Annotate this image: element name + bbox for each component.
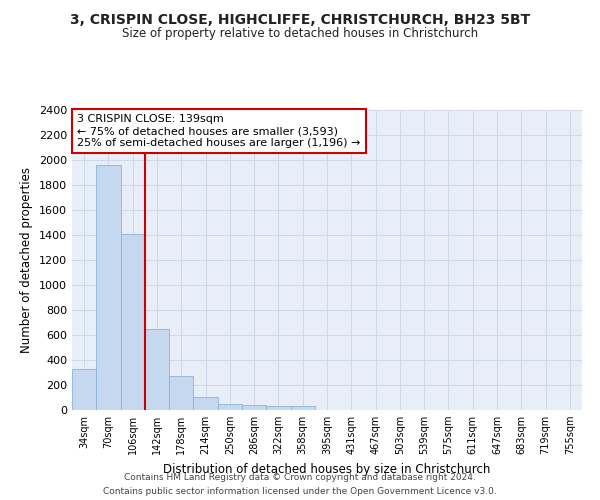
Bar xyxy=(242,405,266,410)
Y-axis label: Number of detached properties: Number of detached properties xyxy=(20,167,34,353)
Bar xyxy=(266,406,290,410)
Bar xyxy=(193,397,218,410)
Bar xyxy=(290,406,315,410)
Text: Size of property relative to detached houses in Christchurch: Size of property relative to detached ho… xyxy=(122,28,478,40)
Bar xyxy=(169,376,193,410)
Bar xyxy=(218,404,242,410)
Text: Contains HM Land Registry data © Crown copyright and database right 2024.: Contains HM Land Registry data © Crown c… xyxy=(124,472,476,482)
Bar xyxy=(145,329,169,410)
Text: Contains public sector information licensed under the Open Government Licence v3: Contains public sector information licen… xyxy=(103,488,497,496)
Text: 3 CRISPIN CLOSE: 139sqm
← 75% of detached houses are smaller (3,593)
25% of semi: 3 CRISPIN CLOSE: 139sqm ← 75% of detache… xyxy=(77,114,361,148)
Bar xyxy=(96,165,121,410)
X-axis label: Distribution of detached houses by size in Christchurch: Distribution of detached houses by size … xyxy=(163,462,491,475)
Bar xyxy=(121,234,145,410)
Bar xyxy=(72,370,96,410)
Text: 3, CRISPIN CLOSE, HIGHCLIFFE, CHRISTCHURCH, BH23 5BT: 3, CRISPIN CLOSE, HIGHCLIFFE, CHRISTCHUR… xyxy=(70,12,530,26)
